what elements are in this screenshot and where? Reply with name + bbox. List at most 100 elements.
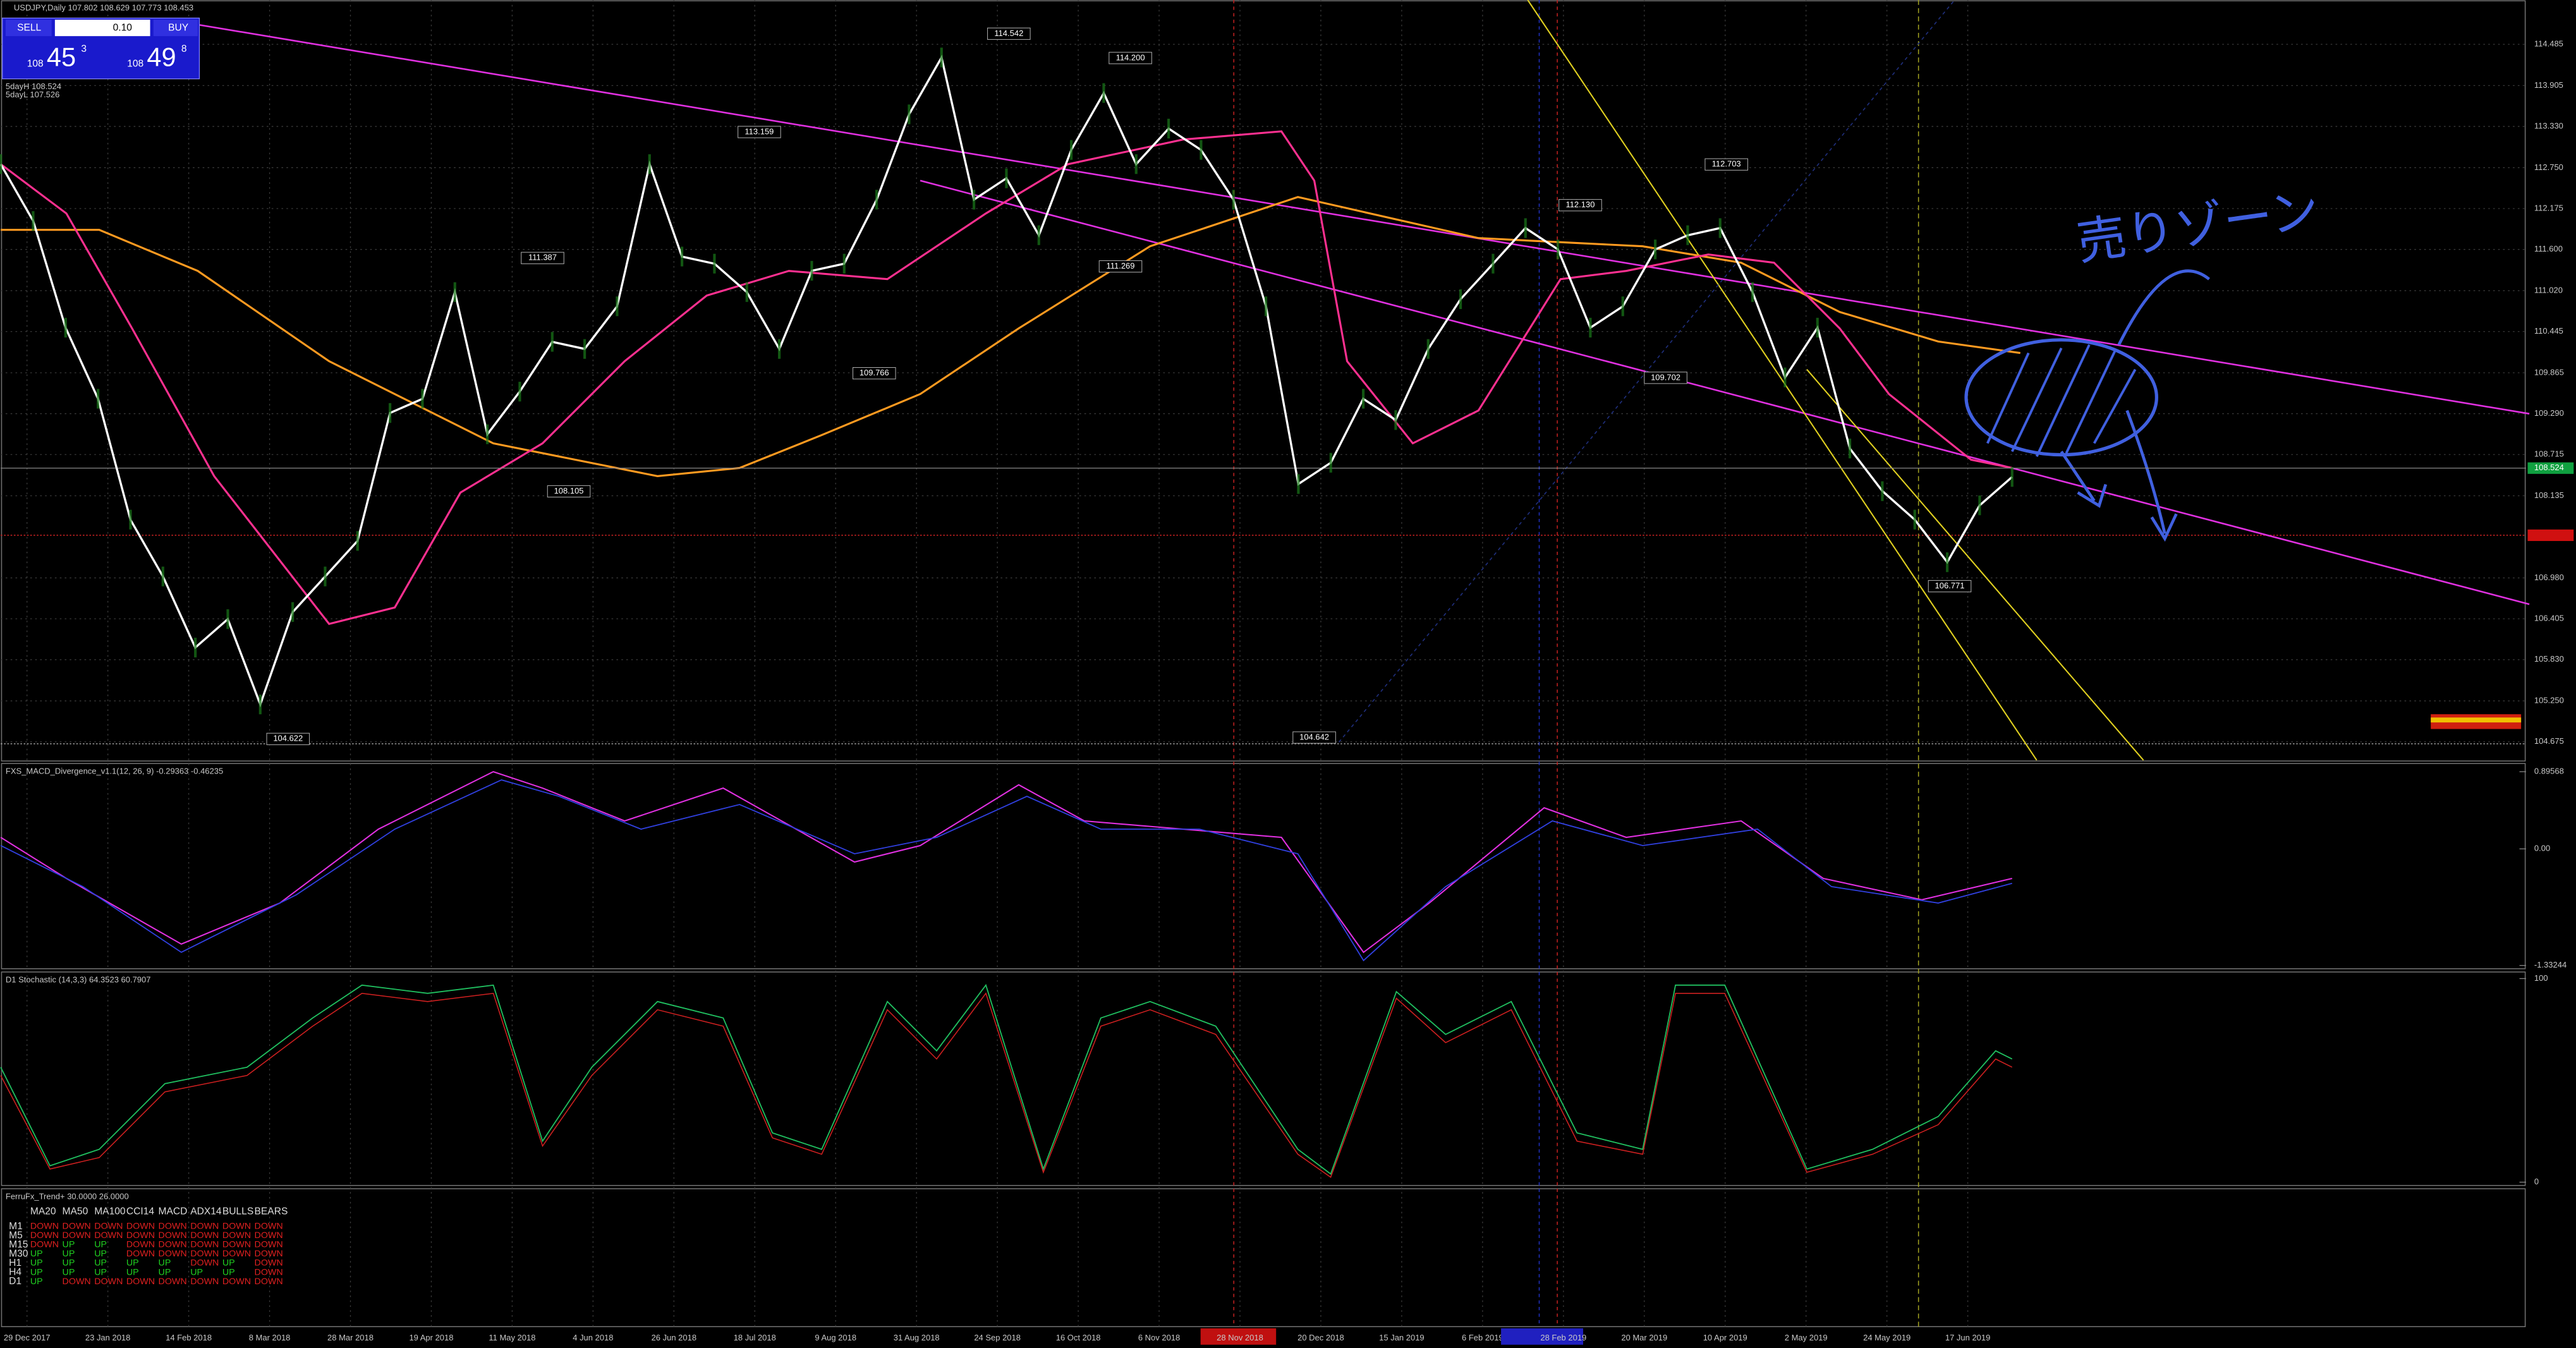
trend-cell: UP xyxy=(63,1258,75,1268)
trend-cell: DOWN xyxy=(94,1230,123,1241)
trend-cell: DOWN xyxy=(190,1240,219,1250)
sell-label[interactable]: SELL xyxy=(17,22,41,33)
candle xyxy=(64,317,67,338)
price-tick: 104.675 xyxy=(2534,736,2564,746)
candle xyxy=(194,638,197,658)
macd-line xyxy=(0,770,2012,954)
trendline xyxy=(920,179,2530,605)
price-tick: 106.980 xyxy=(2534,573,2564,582)
trend-col: MA20 xyxy=(30,1206,56,1217)
date-label: 28 Feb 2019 xyxy=(1540,1333,1586,1342)
candle xyxy=(1978,495,1981,516)
date-label: 23 Jan 2018 xyxy=(85,1333,130,1342)
buy-label[interactable]: BUY xyxy=(168,22,189,33)
strength-bar xyxy=(2431,717,2522,723)
trend-tf: M15 xyxy=(9,1239,28,1250)
price-tick: 106.405 xyxy=(2534,614,2564,623)
candle xyxy=(324,566,327,586)
candle xyxy=(1816,317,1819,338)
macd-title: FXS_MACD_Divergence_v1.1(12, 26, 9) -0.2… xyxy=(6,767,223,776)
candle xyxy=(1394,410,1397,430)
candle xyxy=(129,509,132,530)
candle xyxy=(1621,296,1624,317)
trend-cell: DOWN xyxy=(30,1222,59,1232)
candle xyxy=(842,253,846,274)
current-price: 108.524 xyxy=(2534,463,2564,472)
candle xyxy=(713,253,716,274)
swing-box xyxy=(987,27,1031,40)
ma-fast xyxy=(0,130,2013,626)
trend-cell: DOWN xyxy=(255,1240,283,1250)
macd-pane xyxy=(1,763,2526,969)
candle xyxy=(1297,474,1300,494)
candle xyxy=(616,296,619,317)
trend-cell: DOWN xyxy=(30,1230,59,1241)
price-tick: 111.600 xyxy=(2534,244,2563,253)
date-label: 20 Dec 2018 xyxy=(1297,1333,1344,1342)
trend-cell: DOWN xyxy=(159,1240,187,1250)
candle xyxy=(0,154,3,174)
price-tick: 112.175 xyxy=(2534,203,2563,212)
swing-label: 106.771 xyxy=(1935,581,1965,590)
trend-cell: DOWN xyxy=(255,1277,283,1287)
candle xyxy=(226,609,229,629)
candle xyxy=(1362,389,1365,409)
trend-col: ADX14 xyxy=(190,1206,222,1217)
candle xyxy=(550,332,554,352)
trend-cell: UP xyxy=(159,1258,171,1268)
candle xyxy=(1232,190,1235,210)
candle xyxy=(681,246,684,267)
trend-cell: DOWN xyxy=(190,1249,219,1259)
trend-cell: DOWN xyxy=(94,1222,123,1232)
trend-cell: DOWN xyxy=(255,1267,283,1277)
lot-value[interactable]: 0.10 xyxy=(113,22,133,33)
trend-tf: M1 xyxy=(9,1221,23,1232)
trendline xyxy=(1527,0,2038,761)
candle xyxy=(908,104,911,124)
candle xyxy=(1913,509,1916,530)
date-label: 10 Apr 2019 xyxy=(1703,1333,1747,1342)
date-highlight xyxy=(1200,1328,1277,1345)
trend-tf: M30 xyxy=(9,1249,28,1260)
zone-circle xyxy=(1964,338,2158,457)
sell-button[interactable] xyxy=(5,20,52,37)
trend-cell: DOWN xyxy=(190,1230,219,1241)
swing-label: 104.622 xyxy=(273,734,303,743)
date-label: 16 Oct 2018 xyxy=(1056,1333,1101,1342)
overlays xyxy=(0,0,2530,1327)
trend-cell: DOWN xyxy=(159,1249,187,1259)
trend-col: CCI14 xyxy=(126,1206,154,1217)
trend-cell: UP xyxy=(30,1258,43,1268)
swing-label: 114.542 xyxy=(994,28,1023,38)
price-tick: 114.485 xyxy=(2534,39,2563,49)
candle xyxy=(1654,240,1657,260)
dynamic: 114.485 113.905 113.330 112.750 112.175 111.6… xyxy=(0,27,2574,1345)
swing-label: 108.105 xyxy=(554,486,584,495)
buy-button[interactable] xyxy=(153,20,198,37)
trend-cell: DOWN xyxy=(126,1240,155,1250)
trend-cell: UP xyxy=(126,1258,139,1268)
candle xyxy=(1459,289,1462,310)
price-tick: 113.905 xyxy=(2534,80,2563,90)
candle xyxy=(583,339,586,359)
swing-box xyxy=(1109,52,1152,64)
signal-line xyxy=(0,779,2012,962)
macd-tick: 0.00 xyxy=(2534,844,2550,853)
zone-hatch xyxy=(1986,344,2137,458)
candle xyxy=(1783,367,1787,387)
trend-cell: DOWN xyxy=(126,1277,155,1287)
trend-cell: DOWN xyxy=(30,1240,59,1250)
date-label: 14 Feb 2018 xyxy=(166,1333,212,1342)
candle xyxy=(421,389,424,409)
swing-box xyxy=(1558,199,1602,212)
stoch-title: D1 Stochastic (14,3,3) 64.3523 60.7907 xyxy=(6,975,151,984)
fib-line xyxy=(1338,0,1955,743)
trend-col: BULLS xyxy=(222,1206,253,1217)
arrows xyxy=(2060,269,2210,542)
candle xyxy=(745,282,748,302)
trend-cell: UP xyxy=(94,1240,107,1250)
trend-tf: H4 xyxy=(9,1267,21,1278)
swing-label: 112.130 xyxy=(1565,200,1595,209)
lot-input[interactable] xyxy=(54,20,150,37)
